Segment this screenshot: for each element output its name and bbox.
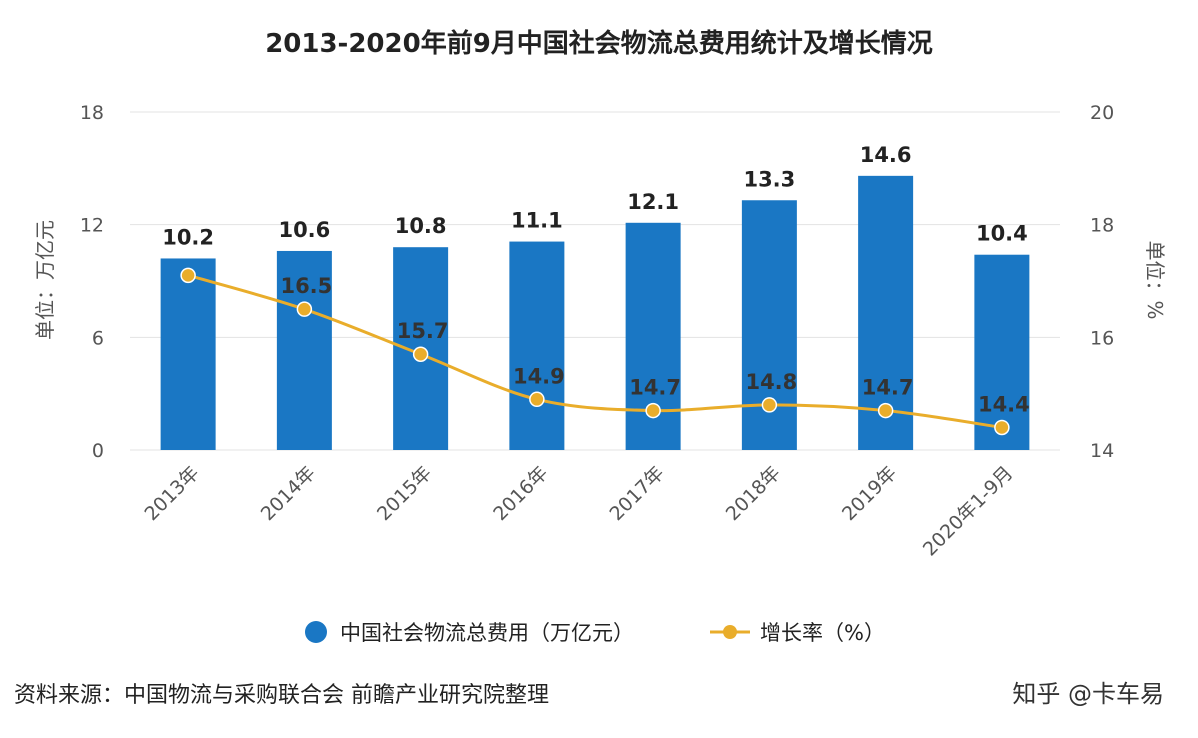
- right-tick-label: 16: [1090, 327, 1114, 349]
- growth-point: [529, 391, 545, 408]
- bar-value-label: 10.8: [395, 214, 447, 238]
- chart-title: 2013-2020年前9月中国社会物流总费用统计及增长情况: [265, 28, 933, 59]
- legend-bar-marker: [305, 621, 327, 643]
- bar-value-label: 10.2: [162, 225, 214, 249]
- x-tick-label: 2013年: [140, 462, 203, 525]
- bars: [160, 175, 1030, 450]
- x-tick-label: 2020年1-9月: [919, 462, 1018, 561]
- x-axis-ticks: 2013年 2014年 2015年 2016年 2017年 2018年 2019年 2020年…: [140, 462, 1017, 561]
- growth-point: [761, 397, 778, 413]
- right-axis-label: 单位：%: [1143, 240, 1167, 319]
- bar-value-label: 13.3: [743, 167, 795, 191]
- growth-point: [180, 267, 196, 284]
- bar-value-label: 12.1: [627, 190, 679, 214]
- growth-point: [296, 301, 313, 317]
- x-tick-label: 2017年: [605, 462, 668, 525]
- growth-value-label: 14.7: [629, 376, 681, 400]
- data-labels: 10.2 10.6 10.8 11.1 12.1 13.3 14.6 10.4 16.5 15.7…: [162, 143, 1030, 417]
- left-axis-ticks: 0 6 12 18: [80, 102, 104, 462]
- right-tick-label: 18: [1090, 215, 1114, 237]
- growth-value-label: 15.7: [397, 319, 449, 343]
- legend: 中国社会物流总费用（万亿元） 增长率（%）: [305, 621, 885, 645]
- growth-value-label: 14.7: [862, 376, 914, 400]
- right-tick-label: 20: [1090, 102, 1114, 124]
- bar: [974, 254, 1030, 450]
- left-tick-label: 18: [80, 102, 104, 124]
- growth-value-label: 14.9: [513, 364, 565, 388]
- grid-lines: [130, 111, 1060, 451]
- right-tick-label: 14: [1090, 440, 1114, 462]
- legend-line-marker: [723, 625, 737, 639]
- watermark: 知乎 @卡车易: [1012, 680, 1164, 708]
- bar: [160, 258, 216, 450]
- bar: [509, 241, 565, 450]
- x-tick-label: 2014年: [257, 462, 320, 525]
- x-tick-label: 2018年: [722, 462, 785, 525]
- growth-value-label: 14.8: [745, 370, 797, 394]
- growth-point: [877, 402, 894, 419]
- legend-bar-label: 中国社会物流总费用（万亿元）: [340, 621, 634, 645]
- growth-value-label: 14.4: [978, 392, 1030, 416]
- growth-point: [994, 419, 1010, 436]
- bar-value-label: 14.6: [860, 143, 912, 167]
- bar-value-label: 10.4: [976, 222, 1028, 246]
- bar: [276, 250, 332, 450]
- source-note: 资料来源：中国物流与采购联合会 前瞻产业研究院整理: [14, 683, 549, 708]
- growth-point: [412, 346, 429, 362]
- left-axis-label: 单位：万亿元: [33, 220, 57, 340]
- left-tick-label: 0: [92, 440, 104, 462]
- left-tick-label: 12: [80, 215, 104, 237]
- bar-value-label: 10.6: [278, 218, 330, 242]
- x-tick-label: 2015年: [373, 462, 436, 525]
- x-tick-label: 2019年: [838, 462, 901, 525]
- growth-value-label: 16.5: [280, 274, 332, 298]
- growth-point: [645, 402, 661, 419]
- legend-line-label: 增长率（%）: [760, 621, 885, 645]
- x-tick-label: 2016年: [489, 462, 552, 525]
- right-axis-ticks: 14 16 18 20: [1090, 102, 1114, 462]
- bar-value-label: 11.1: [511, 209, 563, 233]
- growth-line: [180, 267, 1010, 436]
- left-tick-label: 6: [92, 327, 104, 349]
